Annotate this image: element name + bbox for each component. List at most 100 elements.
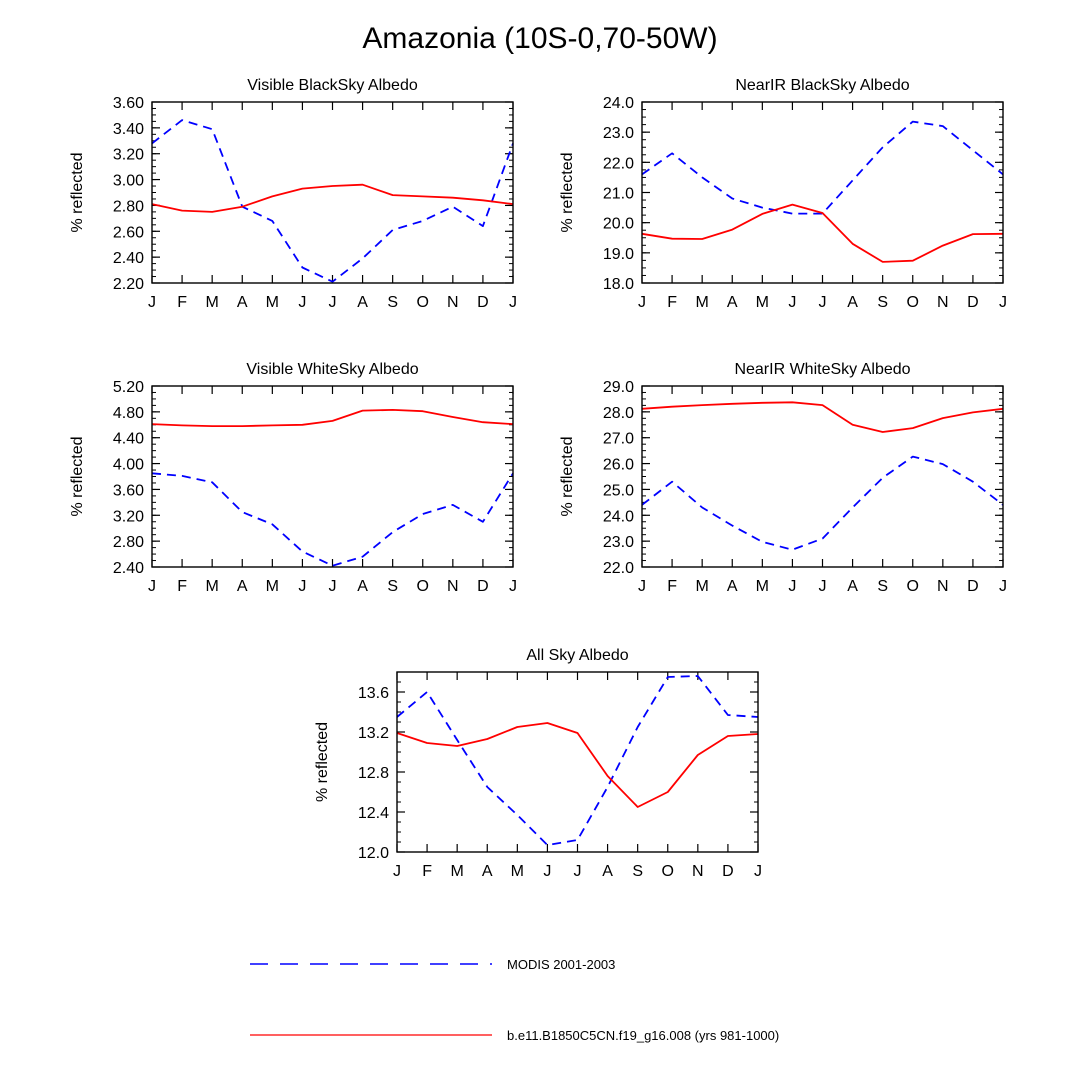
x-tick-label: A — [727, 578, 738, 595]
x-tick-label: M — [206, 578, 219, 595]
y-tick-label: 2.40 — [113, 560, 144, 577]
x-tick-label: A — [237, 294, 248, 311]
plot-frame — [641, 385, 1004, 568]
y-tick-label: 23.0 — [603, 125, 634, 142]
chart-panel: Visible WhiteSky Albedo % reflected J F M A M J… — [69, 361, 517, 595]
x-tick-label: O — [662, 863, 674, 880]
y-axis-title: % reflected — [559, 152, 576, 232]
plot-frame — [396, 671, 759, 853]
y-axis-title: % reflected — [69, 152, 86, 232]
series-line-modis — [641, 120, 1004, 215]
y-tick-label: 12.8 — [358, 765, 389, 782]
chart-panel: NearIR WhiteSky Albedo % reflected J F M A M J J… — [559, 361, 1007, 595]
x-tick-label: F — [667, 294, 677, 311]
x-tick-label: J — [509, 578, 517, 595]
y-tick-label: 2.40 — [113, 250, 144, 267]
x-tick-label: M — [511, 863, 524, 880]
x-tick-label: D — [967, 294, 979, 311]
series-line-model — [151, 408, 514, 428]
x-tick-label: J — [574, 863, 582, 880]
x-tick-label: A — [847, 294, 858, 311]
series-line-modis — [641, 455, 1004, 551]
y-tick-label: 28.0 — [603, 405, 634, 422]
x-tick-label: J — [298, 294, 306, 311]
chart-title: NearIR BlackSky Albedo — [735, 77, 909, 94]
y-tick-label: 29.0 — [603, 379, 634, 396]
y-tick-label: 13.2 — [358, 725, 389, 742]
x-tick-label: A — [357, 294, 368, 311]
y-tick-label: 3.20 — [113, 508, 144, 525]
x-tick-label: O — [417, 294, 429, 311]
series-line-model — [396, 722, 759, 808]
legend-item-modis: MODIS 2001-2003 — [250, 957, 615, 972]
y-tick-label: 23.0 — [603, 534, 634, 551]
x-tick-label: J — [819, 294, 827, 311]
x-tick-label: N — [937, 578, 949, 595]
y-tick-label: 21.0 — [603, 186, 634, 203]
y-tick-label: 24.0 — [603, 95, 634, 112]
y-tick-label: 26.0 — [603, 457, 634, 474]
y-tick-label: 3.00 — [113, 173, 144, 190]
x-tick-label: S — [387, 578, 398, 595]
x-tick-label: M — [451, 863, 464, 880]
x-tick-label: N — [937, 294, 949, 311]
x-tick-label: D — [477, 294, 489, 311]
y-tick-label: 18.0 — [603, 276, 634, 293]
page-title: Amazonia (10S-0,70-50W) — [362, 22, 718, 55]
x-tick-label: M — [756, 578, 769, 595]
x-tick-label: F — [177, 578, 187, 595]
x-tick-label: J — [819, 578, 827, 595]
y-tick-label: 4.00 — [113, 457, 144, 474]
x-tick-label: A — [727, 294, 738, 311]
legend-item-model: b.e11.B1850C5CN.f19_g16.008 (yrs 981-100… — [250, 1028, 779, 1043]
x-tick-label: M — [756, 294, 769, 311]
x-tick-label: J — [148, 294, 156, 311]
y-tick-label: 2.60 — [113, 224, 144, 241]
y-tick-label: 2.80 — [113, 198, 144, 215]
x-tick-label: A — [482, 863, 493, 880]
y-tick-label: 2.80 — [113, 534, 144, 551]
y-tick-label: 13.6 — [358, 685, 389, 702]
x-tick-label: A — [602, 863, 613, 880]
chart-title: Visible WhiteSky Albedo — [246, 361, 418, 378]
x-tick-label: F — [422, 863, 432, 880]
y-tick-label: 27.0 — [603, 431, 634, 448]
y-tick-label: 24.0 — [603, 508, 634, 525]
x-tick-label: M — [206, 294, 219, 311]
x-tick-label: M — [696, 294, 709, 311]
y-tick-label: 3.60 — [113, 482, 144, 499]
chart-title: All Sky Albedo — [526, 647, 628, 664]
y-tick-label: 19.0 — [603, 246, 634, 263]
y-tick-label: 12.4 — [358, 805, 389, 822]
y-tick-label: 4.40 — [113, 431, 144, 448]
x-tick-label: S — [632, 863, 643, 880]
y-tick-label: 22.0 — [603, 155, 634, 172]
x-tick-label: J — [999, 578, 1007, 595]
y-tick-label: 3.40 — [113, 121, 144, 138]
x-tick-label: J — [148, 578, 156, 595]
x-tick-label: O — [907, 578, 919, 595]
legend-label-model: b.e11.B1850C5CN.f19_g16.008 (yrs 981-100… — [507, 1028, 779, 1043]
chart-panels: Visible BlackSky Albedo % reflected J F M A M J… — [69, 77, 1007, 880]
x-tick-label: F — [177, 294, 187, 311]
x-tick-label: J — [999, 294, 1007, 311]
x-tick-label: A — [357, 578, 368, 595]
y-tick-label: 3.60 — [113, 95, 144, 112]
series-line-model — [151, 183, 514, 213]
x-tick-label: N — [447, 294, 459, 311]
y-axis-title: % reflected — [314, 722, 331, 802]
x-tick-label: S — [877, 578, 888, 595]
plot-frame — [641, 101, 1004, 284]
chart-panel: Visible BlackSky Albedo % reflected J F M A M J… — [69, 77, 517, 311]
x-tick-label: M — [266, 578, 279, 595]
chart-title: NearIR WhiteSky Albedo — [734, 361, 910, 378]
x-tick-label: D — [967, 578, 979, 595]
x-tick-label: A — [847, 578, 858, 595]
x-tick-label: J — [638, 294, 646, 311]
x-tick-label: D — [477, 578, 489, 595]
y-tick-label: 2.20 — [113, 276, 144, 293]
x-tick-label: J — [754, 863, 762, 880]
x-tick-label: O — [907, 294, 919, 311]
